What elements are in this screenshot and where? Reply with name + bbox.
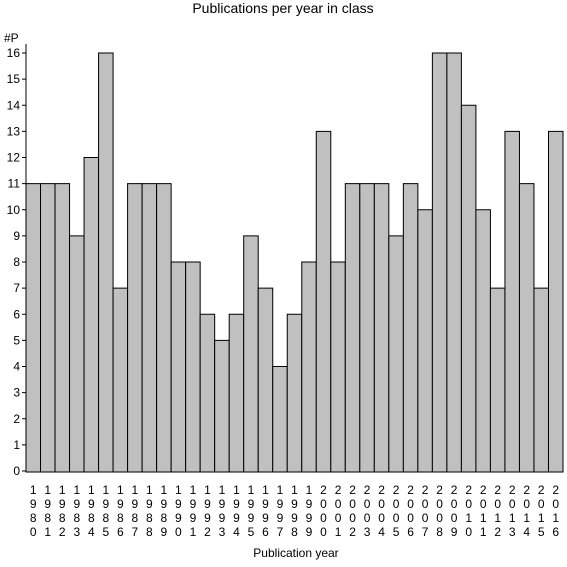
y-tick-label: 5 [13,333,20,347]
bar-2014 [518,183,535,473]
y-tick-label: 3 [13,386,20,400]
bar-2015 [533,287,549,473]
x-axis-label: Publication year [253,546,338,560]
bar-1992 [199,313,216,473]
bars-layer [25,52,564,473]
bar-2016 [547,130,564,473]
bar-1991 [185,261,201,473]
bar-2011 [475,209,491,473]
bar-1983 [69,235,85,473]
bar-1986 [112,287,129,473]
y-tick-label: 13 [7,124,21,138]
bar-1990 [170,261,187,473]
bar-2009 [446,52,462,473]
y-tick-label: 15 [7,72,21,86]
y-tick-label: 8 [13,255,20,269]
y-tick-label: 7 [13,281,20,295]
y-axis-label: #P [4,31,19,45]
bar-1996 [257,287,274,473]
y-tick-label: 0 [13,464,20,478]
bar-1993 [214,339,230,473]
bar-2004 [373,183,390,473]
y-tick-label: 9 [13,229,20,243]
bar-2013 [504,130,520,473]
chart-title: Publications per year in class [192,0,373,16]
bar-1989 [156,183,172,473]
bar-2006 [402,183,419,473]
bar-1994 [228,313,245,473]
bar-2005 [388,235,404,473]
y-tick-label: 6 [13,307,20,321]
y-tick-label: 1 [13,438,20,452]
bar-1998 [286,313,303,473]
bar-2010 [460,104,477,473]
y-tick-label: 12 [7,151,21,165]
bar-2007 [417,209,433,473]
bar-2003 [359,183,375,473]
bar-2000 [315,130,332,473]
bar-2008 [431,52,448,473]
y-tick-label: 11 [8,177,21,191]
bar-1984 [83,157,100,473]
bar-2012 [489,287,506,473]
y-tick-label: 2 [13,412,20,426]
y-tick-label: 10 [7,203,21,217]
bar-1999 [301,261,317,473]
bar-1981 [40,183,56,473]
bar-1985 [98,52,114,473]
bar-1980 [25,183,42,473]
bar-2001 [330,261,346,473]
y-tick-label: 16 [7,46,21,60]
bar-1987 [127,183,143,473]
bar-1988 [141,183,158,473]
bar-1982 [54,183,71,473]
y-tick-label: 4 [13,360,20,374]
bar-1995 [243,235,259,473]
x-axis-ticks: 1 9 8 0 1 9 8 1 1 9 8 2 1 9 8 3 1 9 8 4 1 9 8 5 1 9 8 6 1 9 8 7 1 9 8 8 1 9 8 9… [30,483,559,539]
bar-1997 [272,366,288,473]
bar-2002 [344,183,361,473]
y-tick-label: 14 [7,98,21,112]
